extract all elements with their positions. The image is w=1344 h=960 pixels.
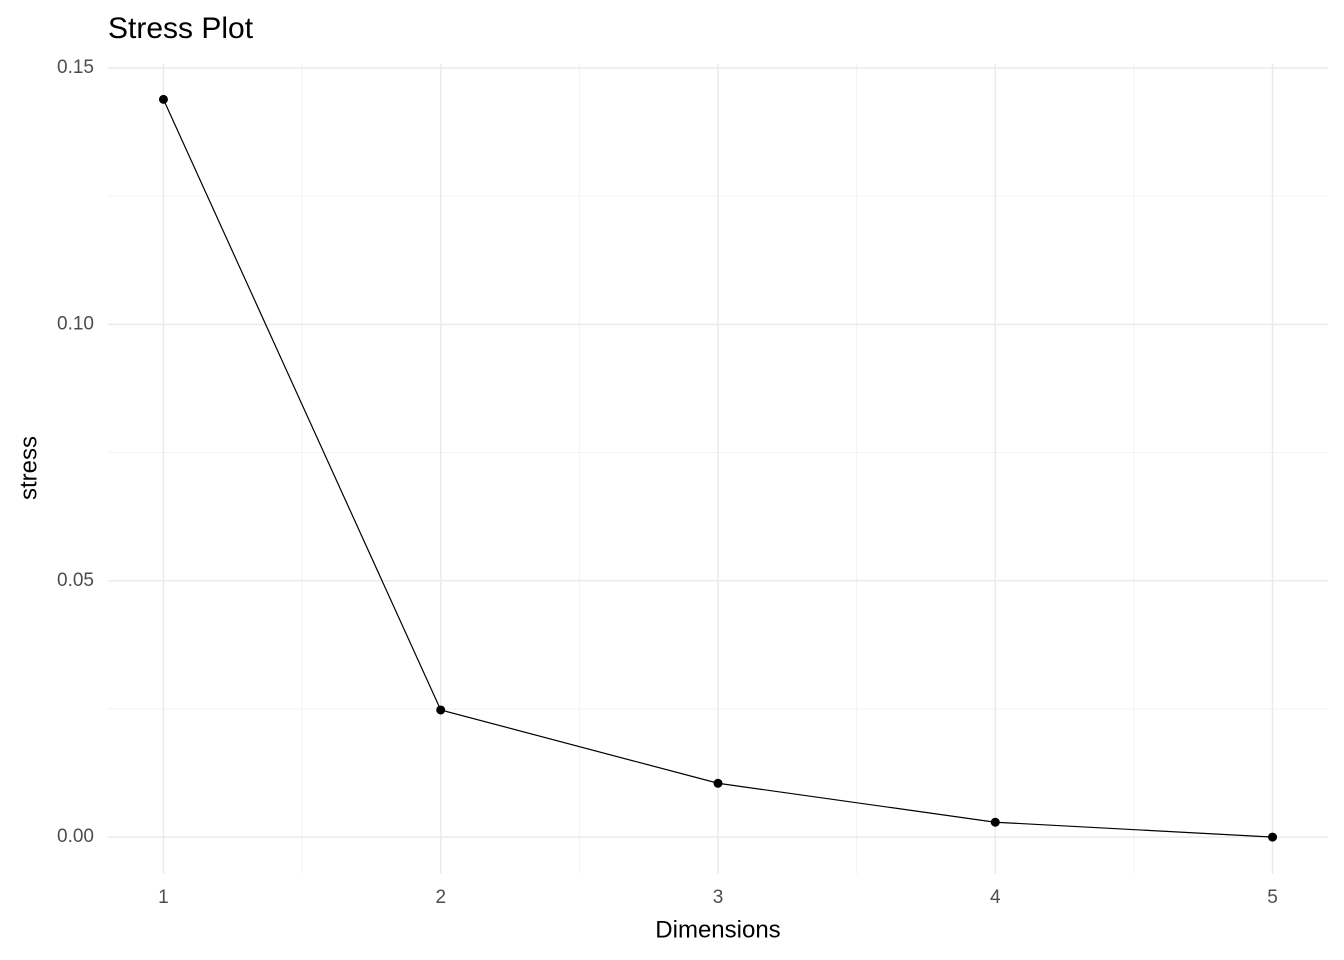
- y-tick-label: 0.00: [57, 826, 94, 847]
- x-tick-label: 4: [990, 887, 1001, 908]
- x-tick-label: 3: [713, 887, 724, 908]
- point: [990, 817, 1000, 827]
- point: [436, 705, 446, 715]
- y-axis-label: stress: [15, 436, 42, 500]
- y-tick-label: 0.15: [57, 57, 94, 78]
- y-tick-label: 0.10: [57, 313, 94, 334]
- x-tick-label: 1: [158, 887, 169, 908]
- point: [1268, 832, 1278, 842]
- x-tick-label: 2: [435, 887, 446, 908]
- chart-title: Stress Plot: [108, 12, 254, 45]
- x-axis-label: Dimensions: [655, 916, 780, 943]
- point: [158, 94, 168, 104]
- x-tick-label: 5: [1267, 887, 1278, 908]
- y-tick-label: 0.05: [57, 570, 94, 591]
- point: [713, 778, 723, 788]
